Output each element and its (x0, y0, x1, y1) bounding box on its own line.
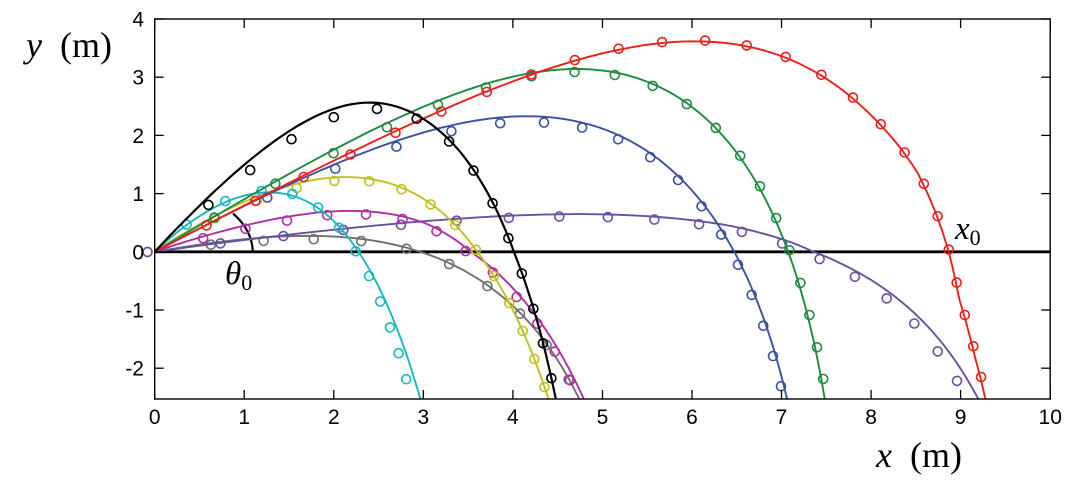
svg-text:x: x (875, 435, 892, 475)
svg-text:6: 6 (686, 406, 698, 429)
svg-text:4: 4 (132, 9, 144, 32)
svg-text:4: 4 (507, 406, 519, 429)
svg-text:2: 2 (328, 406, 340, 429)
svg-text:-2: -2 (125, 358, 144, 381)
svg-text:(m): (m) (910, 435, 962, 475)
svg-text:-1: -1 (125, 300, 144, 323)
svg-text:7: 7 (776, 406, 788, 429)
svg-text:x0: x0 (954, 211, 981, 250)
svg-text:(m): (m) (60, 25, 112, 65)
svg-text:3: 3 (417, 406, 429, 429)
svg-text:8: 8 (865, 406, 877, 429)
svg-text:0: 0 (149, 406, 161, 429)
svg-text:9: 9 (955, 406, 967, 429)
svg-text:0: 0 (132, 241, 144, 264)
svg-text:2: 2 (132, 125, 144, 148)
svg-text:10: 10 (1039, 406, 1062, 429)
svg-text:θ0: θ0 (225, 256, 252, 295)
svg-text:3: 3 (132, 67, 144, 90)
svg-text:y: y (23, 25, 42, 65)
svg-text:1: 1 (132, 183, 144, 206)
svg-text:5: 5 (597, 406, 609, 429)
svg-text:1: 1 (238, 406, 250, 429)
